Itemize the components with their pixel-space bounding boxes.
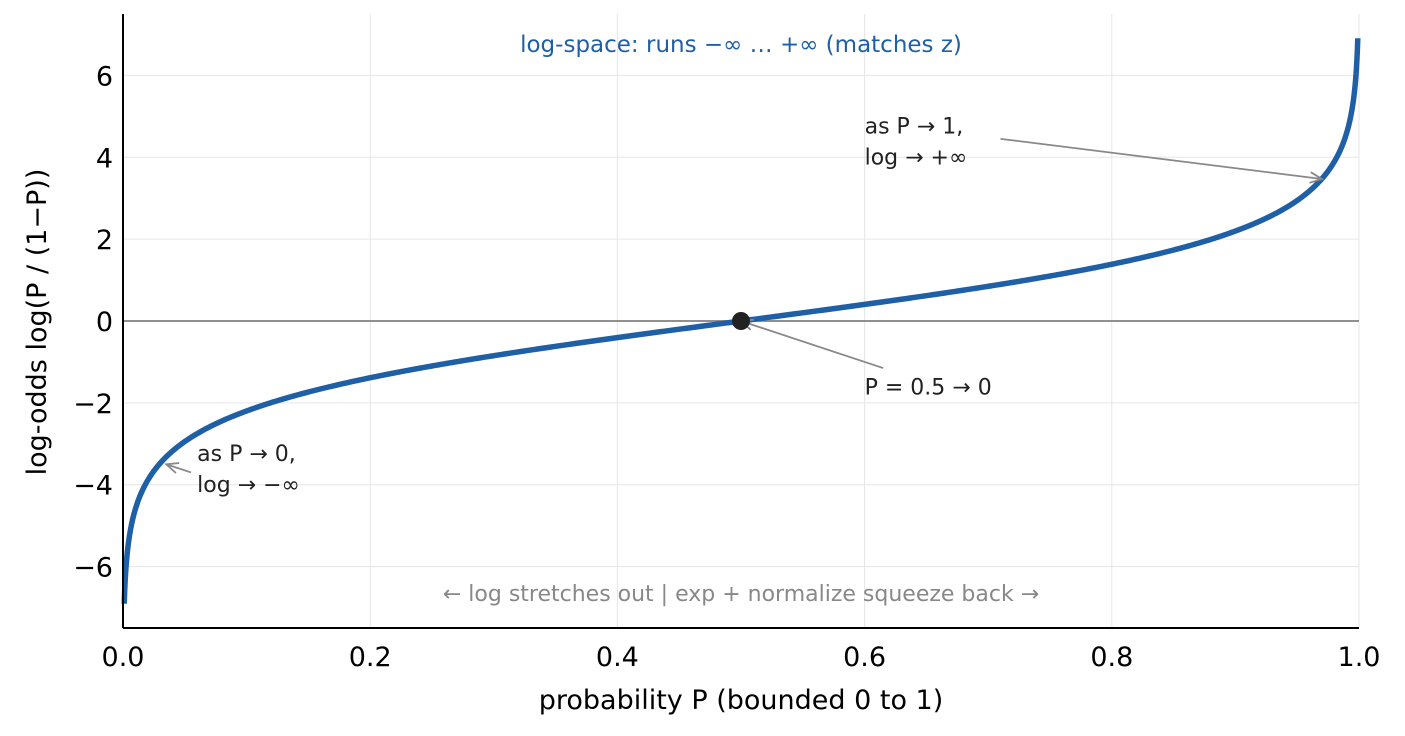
annotation-arrow (1000, 137, 1323, 180)
annotation-p-half: P = 0.5 → 0 (738, 318, 992, 401)
x-tick-label: 0.8 (1090, 642, 1133, 673)
y-tick-label: −6 (73, 553, 113, 584)
annotation-p-to-1: as P → 1, log → +∞ (865, 114, 1325, 184)
annotation-p-to-0: as P → 0, log → −∞ (164, 442, 300, 498)
x-tick-label: 1.0 (1338, 642, 1381, 673)
y-tick-label: −4 (73, 471, 113, 502)
y-tick-label: 6 (96, 61, 113, 92)
x-tick-label: 0.2 (349, 642, 392, 673)
y-tick-label: −2 (73, 389, 113, 420)
y-axis-ticks: −6 −4 −2 0 2 4 6 (73, 61, 113, 583)
annotation-text: as P → 0, (197, 442, 296, 467)
x-axis-ticks: 0.0 0.2 0.4 0.6 0.8 1.0 (102, 642, 1381, 673)
annotation-text: log → −∞ (197, 473, 300, 498)
x-tick-label: 0.6 (843, 642, 886, 673)
annotation-arrow (165, 463, 192, 474)
arrow-head (164, 462, 180, 474)
annotation-text: P = 0.5 → 0 (865, 376, 992, 401)
y-axis-label: log-odds log(P / (1−P)) (22, 169, 53, 476)
axes (122, 14, 1359, 629)
x-axis-label: probability P (bounded 0 to 1) (539, 685, 944, 716)
annotations: as P → 1, log → +∞ P = 0.5 → 0 as P → 0, log… (164, 114, 1325, 498)
y-tick-label: 0 (96, 307, 113, 338)
y-tick-label: 2 (96, 225, 113, 256)
bottom-note: ← log stretches out | exp + normalize sq… (443, 582, 1039, 607)
midpoint-marker (732, 312, 750, 330)
arrow-head (1309, 171, 1325, 184)
y-tick-label: 4 (96, 143, 113, 174)
x-tick-label: 0.0 (102, 642, 145, 673)
annotation-text: log → +∞ (865, 145, 968, 170)
x-tick-label: 0.4 (596, 642, 639, 673)
annotation-arrow (740, 320, 884, 369)
top-note: log-space: runs −∞ … +∞ (matches z) (520, 32, 962, 58)
annotation-text: as P → 1, (865, 114, 964, 139)
